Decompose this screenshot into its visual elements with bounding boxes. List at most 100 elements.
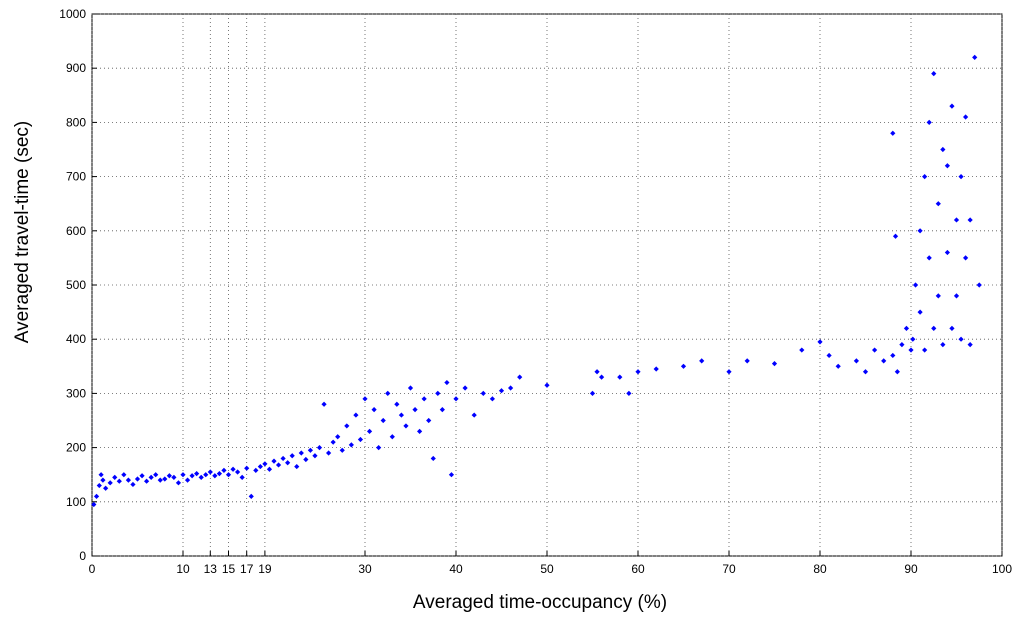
point [112,474,118,481]
point [931,325,937,331]
point [225,472,232,478]
point [935,293,941,299]
point [307,447,313,453]
point [376,445,382,451]
x-tick-label: 80 [813,562,827,576]
point [262,461,268,467]
point [403,423,409,429]
point [726,369,732,375]
point [316,445,323,451]
point [91,501,97,508]
point [380,417,386,424]
point [931,71,937,77]
x-tick-label: 13 [204,562,218,576]
y-tick-label: 1000 [59,7,86,21]
point [967,342,973,348]
x-tick-label: 19 [258,562,272,576]
y-tick-label: 100 [66,495,86,509]
x-tick-label: 40 [449,562,463,576]
point [398,412,404,418]
point [826,352,832,359]
point [235,469,241,475]
point [98,472,104,478]
point [93,493,100,499]
x-tick-label: 50 [540,562,554,576]
y-tick-label: 200 [66,441,86,455]
point [348,442,354,448]
point [617,374,623,380]
point [944,163,950,169]
point [963,255,969,261]
y-tick-label: 500 [66,278,86,292]
point [908,347,914,353]
point [294,463,300,470]
point [239,474,245,481]
point [385,390,391,396]
point [594,369,600,375]
point [699,358,705,364]
point [972,54,978,60]
point [953,217,960,223]
y-tick-label: 800 [66,115,86,129]
point [407,385,414,391]
point [221,467,227,473]
point [944,249,950,256]
point [280,455,286,462]
point [326,450,332,456]
point [544,382,550,388]
point [589,390,596,396]
point [244,465,250,471]
point [198,474,204,481]
y-tick-label: 0 [79,549,86,563]
point [853,358,859,364]
point [926,255,932,261]
point [266,466,273,472]
point [339,447,345,453]
point [180,472,186,478]
point [248,493,254,499]
point [253,467,259,473]
point [394,401,400,407]
point [817,339,823,345]
point [799,347,805,353]
y-tick-label: 700 [66,170,86,184]
point [498,388,505,394]
x-tick-label: 10 [176,562,190,576]
point [335,434,341,440]
point [216,471,222,477]
point [953,293,960,299]
point [212,473,218,479]
point [444,379,450,386]
point [303,456,309,463]
point [289,453,295,459]
point [175,480,182,486]
x-tick-label: 60 [631,562,645,576]
x-tick-label: 0 [89,562,96,576]
point [100,477,106,483]
point [366,428,373,434]
point [298,450,304,456]
x-tick-label: 15 [222,562,236,576]
point [890,352,896,359]
point [963,114,969,120]
point [207,469,213,475]
point [116,478,122,484]
point [599,374,605,380]
point [771,360,778,367]
point [344,423,350,429]
point [935,201,941,207]
point [635,369,641,375]
point [910,336,916,342]
point [230,466,236,472]
point [917,309,923,315]
point [96,482,102,489]
point [489,396,495,402]
x-tick-label: 90 [904,562,918,576]
point [881,358,887,364]
point [153,472,159,478]
point [134,476,141,482]
point [103,485,109,491]
y-tick-label: 300 [66,386,86,400]
point [453,396,459,402]
